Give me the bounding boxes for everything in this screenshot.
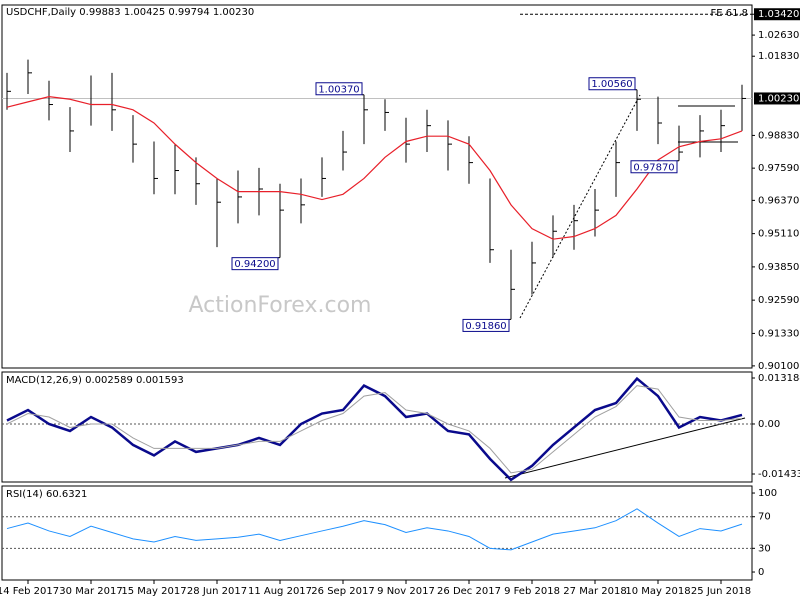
macd-title: MACD(12,26,9) 0.002589 0.001593 [6,375,184,386]
watermark: ActionForex.com [189,293,372,318]
annotation-label: 1.00370 [318,84,359,95]
chart-title: USDCHF,Daily 0.99883 1.00425 0.99794 1.0… [6,7,254,18]
x-tick-label: 28 Jun 2017 [187,586,247,597]
y-tick-label: 0.90100 [758,361,799,372]
x-tick-label: 9 Nov 2017 [377,586,435,597]
y-tick-label: 70 [758,512,771,523]
trend-line [519,94,641,319]
y-tick-label: 0.95110 [758,229,799,240]
x-tick-label: 26 Sep 2017 [311,586,374,597]
x-tick-label: 14 Feb 2017 [0,586,59,597]
symbol: USDCHF,Daily [6,7,76,18]
price-pane [1,4,753,369]
x-tick-label: 9 Feb 2018 [504,586,560,597]
macd-pane [1,371,753,483]
y-tick-label: 0.013184 [758,373,800,384]
rsi-title: RSI(14) 60.6321 [6,489,87,500]
current-price-label: 1.00230 [758,93,799,104]
y-tick-label: 1.02630 [758,30,799,41]
y-tick-label: 0.96370 [758,195,799,206]
y-tick-label: 30 [758,543,771,554]
annotation-box [315,82,363,96]
fe-label: FE 61.8 [710,8,748,19]
tick-highlight [754,8,800,21]
annotation-box [588,77,636,91]
y-tick-label: 0.00 [758,419,780,430]
y-tick-label: 0.91330 [758,328,799,339]
y-tick-label: -0.014339 [758,469,800,480]
current-price-box [754,92,800,105]
annotation-box [462,318,510,332]
ohlc-readout: 0.99883 1.00425 0.99794 1.00230 [79,7,254,18]
x-tick-label: 11 Aug 2017 [248,586,312,597]
y-tick-label: 0 [758,567,764,578]
y-tick-label: 0.98830 [758,130,799,141]
x-tick-label: 10 May 2018 [625,586,690,597]
y-tick-label: 100 [758,488,777,499]
y-tick-label: 0.97590 [758,163,799,174]
rsi-pane [1,485,753,581]
annotation-box [630,160,678,174]
x-tick-label: 30 Mar 2017 [59,586,122,597]
moving-average [6,95,743,240]
indicator-line [6,376,743,482]
annotation-label: 1.00560 [591,79,632,90]
annotation-label: 0.94200 [234,259,275,270]
y-tick-label: 0.92590 [758,295,799,306]
x-tick-label: 27 Mar 2018 [563,586,626,597]
y-tick-label: 0.93850 [758,262,799,273]
indicator-line [6,385,743,474]
indicator-line [6,508,743,551]
annotation-label: 0.91860 [465,321,506,332]
y-tick-label: 1.03420 [758,9,799,20]
x-tick-label: 15 May 2017 [121,586,186,597]
macd-trend-line [504,417,746,479]
annotation-box [231,257,279,271]
x-tick-label: 25 Jun 2018 [691,586,751,597]
x-tick-label: 26 Dec 2017 [437,586,501,597]
annotation-label: 0.97870 [633,162,674,173]
y-tick-label: 1.01830 [758,51,799,62]
